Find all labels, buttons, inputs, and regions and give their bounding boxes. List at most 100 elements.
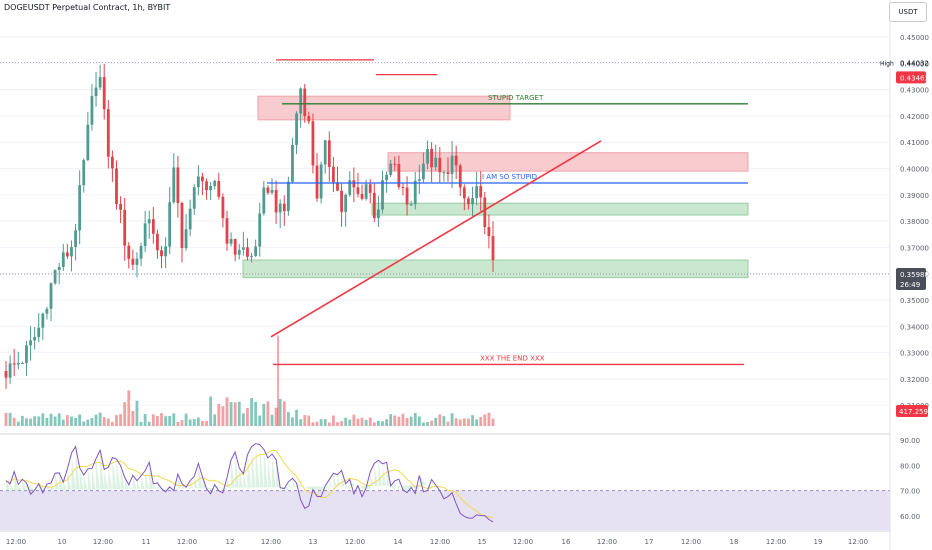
volume-bar — [151, 414, 155, 426]
time-tick-label: 11 — [142, 538, 151, 546]
candle-body — [196, 176, 200, 188]
volume-bar — [127, 390, 131, 426]
volume-bar — [49, 413, 53, 426]
last-high-badge-text: 0.43463 — [900, 74, 929, 82]
candle-body — [372, 192, 376, 219]
candle-body — [286, 181, 290, 212]
price-tick-label: 0.32000 — [900, 376, 929, 384]
candle-body — [381, 180, 384, 210]
candle-body — [266, 187, 270, 193]
rsi-panel — [0, 443, 890, 530]
price-tick-label: 0.43000 — [900, 87, 929, 95]
volume-bar — [319, 419, 323, 426]
candle-body — [131, 258, 135, 265]
candle-body — [454, 155, 458, 166]
time-tick-label: 12:00 — [597, 538, 617, 546]
time-tick-label: 12:00 — [93, 538, 113, 546]
candle-body — [483, 197, 487, 228]
candle-body — [319, 164, 323, 199]
rsi-axis[interactable]: 90.00 80.00 70.00 60.00 — [900, 437, 920, 521]
candle-body — [229, 238, 233, 244]
countdown-text: 26:49 — [900, 281, 920, 289]
symbol-title: DOGEUSDT Perpetual Contract, 1h, BYBIT — [4, 3, 171, 12]
candle-body — [106, 109, 110, 157]
volume-bar — [467, 418, 470, 426]
volume-bar — [344, 417, 348, 426]
candle-body — [65, 252, 69, 257]
candle-body — [278, 203, 282, 213]
high-label: High — [880, 60, 894, 67]
candle-body — [282, 203, 286, 212]
time-tick-label: 14 — [394, 538, 403, 546]
volume-bar — [274, 407, 278, 426]
volume-bar — [12, 417, 16, 426]
volume-bar — [278, 398, 282, 426]
rsi-tick-label: 70.00 — [900, 488, 920, 496]
volume-bar — [413, 412, 417, 426]
volume-bar — [462, 418, 466, 426]
annotation-labels: STUPID TARGET I AM SO STUPID XXX THE END… — [480, 94, 545, 363]
volume-bar — [340, 421, 343, 426]
time-tick-label: 19 — [814, 538, 823, 546]
volume-bar — [205, 420, 208, 426]
volume-bar — [37, 416, 41, 426]
volume-bar — [393, 415, 397, 426]
volume-bar — [401, 413, 405, 426]
volume-bar — [262, 403, 266, 426]
volume-bar — [29, 418, 32, 426]
price-tick-label: 0.42000 — [900, 113, 929, 121]
candle-body — [164, 246, 168, 257]
time-tick-label: 15 — [478, 538, 487, 546]
candle-body — [160, 250, 163, 257]
candles — [4, 63, 495, 389]
candle-body — [180, 202, 184, 249]
candle-body — [254, 246, 258, 256]
volume-bar — [426, 422, 429, 426]
time-axis[interactable]: 12:00 10 12:00 11 12:00 12 12:00 13 12:00 14 12:00… — [6, 538, 868, 546]
candle-body — [57, 266, 61, 271]
supply-zone-mid — [387, 152, 749, 172]
volume-bar — [458, 419, 462, 426]
time-tick-label: 13 — [309, 538, 318, 546]
stupid-target-label: STUPID TARGET — [488, 94, 544, 102]
volume-bar — [86, 419, 90, 426]
volume-bar — [491, 418, 495, 426]
candle-body — [205, 181, 208, 191]
candle-body — [291, 144, 294, 182]
volume-bar — [78, 414, 82, 426]
volume-bar — [381, 421, 384, 426]
price-tick-label: 0.37000 — [900, 244, 929, 252]
current-price-text: 0.35988 — [900, 271, 929, 279]
currency-button[interactable]: USDT — [889, 2, 927, 22]
candle-body — [327, 140, 331, 167]
price-axis[interactable]: 0.45000 0.44000 0.43000 0.42000 0.41000 0.400… — [900, 34, 929, 410]
candle-body — [450, 155, 454, 174]
candle-body — [401, 187, 405, 189]
volume-bar — [303, 415, 307, 426]
volume-bar — [70, 416, 73, 426]
candle-body — [156, 233, 159, 251]
price-tick-label: 0.44000 — [900, 60, 929, 68]
candle-body — [225, 218, 229, 244]
drawing-layer — [267, 59, 748, 426]
volume-bar — [106, 418, 110, 426]
volume-bar — [282, 401, 286, 426]
candle-body — [479, 186, 483, 198]
candle-body — [213, 180, 217, 187]
candle-body — [201, 176, 204, 182]
candle-body — [303, 88, 307, 117]
volume-bar — [237, 401, 241, 426]
candle-body — [250, 255, 253, 257]
volume-bar — [286, 412, 290, 426]
candle-body — [86, 124, 90, 161]
volume-bar — [356, 418, 360, 426]
candle-body — [344, 194, 348, 212]
volume-bar — [315, 421, 319, 426]
volume-bar — [405, 417, 409, 426]
candle-body — [12, 363, 16, 365]
volume-bar — [450, 413, 454, 426]
candle-body — [471, 198, 474, 205]
candle-body — [4, 371, 8, 378]
candle-body — [53, 270, 57, 284]
